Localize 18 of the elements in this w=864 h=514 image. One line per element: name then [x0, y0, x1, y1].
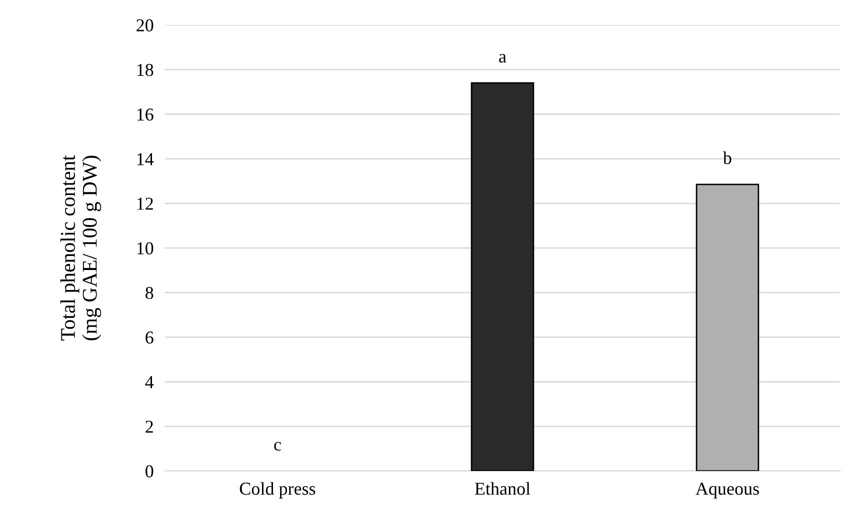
x-tick-label: Aqueous [696, 482, 759, 498]
y-tick-label: 12 [137, 198, 153, 210]
annotation: b [722, 151, 732, 164]
y-tick-label: 8 [146, 286, 154, 300]
y-tick-label: 0 [146, 465, 154, 478]
y-tick-label: 10 [137, 242, 154, 254]
y-tick-label: 4 [145, 376, 154, 388]
y-tick-label: 16 [137, 108, 154, 121]
y-tick-label: 14 [137, 153, 154, 166]
y-tick-label: 6 [146, 332, 154, 344]
annotation: a [499, 54, 506, 63]
x-tick-label: Cold press [240, 482, 316, 498]
x-tick-label: Ethanol [474, 482, 530, 495]
y-tick-label: 18 [137, 64, 154, 76]
y-tick-label: 2 [146, 420, 153, 433]
annotation: c [274, 442, 281, 451]
y-axis-title: Total phenolic content (mg GAE/ 100 g DW) [60, 155, 102, 341]
y-tick-label: 20 [136, 19, 154, 32]
